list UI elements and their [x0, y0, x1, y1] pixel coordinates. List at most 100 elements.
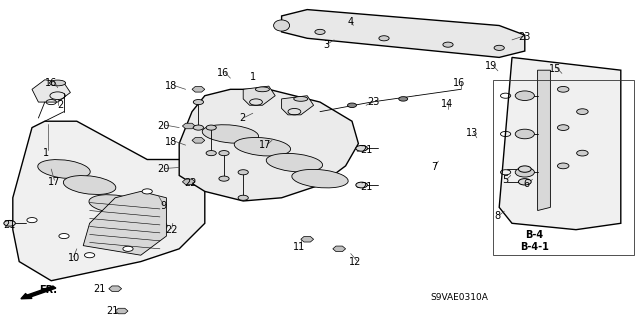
Text: 21: 21: [360, 145, 372, 155]
Text: 22: 22: [165, 225, 178, 235]
Circle shape: [206, 125, 216, 130]
Text: 20: 20: [157, 121, 170, 131]
Circle shape: [518, 179, 531, 185]
Circle shape: [238, 195, 248, 200]
Text: 19: 19: [485, 61, 498, 71]
Text: 23: 23: [367, 97, 380, 107]
Circle shape: [577, 109, 588, 115]
Text: 7: 7: [431, 161, 437, 172]
Circle shape: [348, 103, 356, 108]
Polygon shape: [192, 137, 205, 143]
Polygon shape: [333, 246, 346, 252]
Text: 16: 16: [45, 78, 58, 88]
Text: 12: 12: [349, 256, 362, 267]
Ellipse shape: [266, 153, 323, 172]
Text: 20: 20: [157, 164, 170, 174]
Circle shape: [219, 151, 229, 156]
Text: 1: 1: [250, 71, 256, 82]
Circle shape: [494, 45, 504, 50]
Ellipse shape: [274, 20, 290, 31]
Ellipse shape: [50, 80, 65, 86]
Text: 11: 11: [293, 242, 306, 252]
Circle shape: [238, 170, 248, 175]
Polygon shape: [243, 86, 275, 105]
Polygon shape: [179, 89, 358, 201]
Circle shape: [219, 176, 229, 181]
Text: 2: 2: [58, 100, 64, 110]
Text: 23: 23: [518, 32, 531, 42]
Ellipse shape: [292, 169, 348, 188]
Text: S9VAE0310A: S9VAE0310A: [431, 293, 488, 302]
Text: 6: 6: [523, 179, 529, 189]
Polygon shape: [32, 80, 70, 102]
FancyArrow shape: [21, 286, 56, 299]
Ellipse shape: [115, 214, 167, 233]
Ellipse shape: [294, 96, 308, 101]
Polygon shape: [109, 286, 122, 292]
Text: 9: 9: [160, 201, 166, 211]
Text: 4: 4: [348, 17, 354, 27]
Text: 16: 16: [216, 68, 229, 78]
Ellipse shape: [255, 87, 269, 92]
Polygon shape: [282, 96, 314, 115]
Text: 21: 21: [360, 182, 372, 192]
Circle shape: [356, 145, 367, 151]
Text: 3: 3: [323, 40, 330, 50]
Text: 21: 21: [93, 284, 106, 294]
Ellipse shape: [202, 125, 259, 143]
Text: 16: 16: [453, 78, 466, 88]
Circle shape: [315, 29, 325, 34]
Text: 13: 13: [466, 128, 479, 138]
Circle shape: [577, 150, 588, 156]
Text: 21: 21: [3, 220, 16, 230]
Circle shape: [399, 97, 408, 101]
Polygon shape: [301, 236, 314, 242]
Circle shape: [515, 167, 534, 177]
Circle shape: [206, 151, 216, 156]
Circle shape: [4, 220, 15, 226]
Polygon shape: [538, 70, 550, 211]
Circle shape: [59, 234, 69, 239]
Circle shape: [557, 86, 569, 92]
Polygon shape: [282, 10, 525, 57]
Polygon shape: [83, 191, 166, 255]
Circle shape: [518, 166, 531, 172]
Text: 10: 10: [67, 253, 80, 263]
Ellipse shape: [38, 160, 90, 179]
Text: 17: 17: [259, 140, 272, 150]
Text: 17: 17: [48, 177, 61, 187]
Text: 22: 22: [184, 178, 197, 189]
Circle shape: [356, 182, 367, 188]
Text: 8: 8: [495, 211, 501, 221]
Text: 21: 21: [106, 306, 118, 316]
Circle shape: [142, 189, 152, 194]
Text: 14: 14: [440, 99, 453, 109]
Polygon shape: [182, 179, 195, 185]
Ellipse shape: [89, 195, 141, 214]
Polygon shape: [115, 308, 128, 314]
Circle shape: [27, 218, 37, 223]
Circle shape: [123, 246, 133, 251]
Circle shape: [379, 36, 389, 41]
Ellipse shape: [234, 137, 291, 156]
Circle shape: [443, 42, 453, 47]
Polygon shape: [182, 123, 195, 129]
Text: 18: 18: [165, 137, 178, 147]
Polygon shape: [499, 57, 621, 230]
Circle shape: [557, 163, 569, 169]
Circle shape: [84, 253, 95, 258]
Text: 15: 15: [549, 63, 562, 74]
Text: 1: 1: [43, 148, 49, 158]
Text: FR.: FR.: [39, 285, 57, 295]
Circle shape: [193, 125, 204, 130]
Polygon shape: [13, 121, 205, 281]
Polygon shape: [192, 86, 205, 92]
Circle shape: [193, 100, 204, 105]
Text: B-4-1: B-4-1: [520, 242, 549, 252]
Text: B-4: B-4: [525, 230, 543, 241]
Text: 2: 2: [239, 113, 245, 123]
Circle shape: [515, 91, 534, 100]
Ellipse shape: [63, 175, 116, 195]
Text: 18: 18: [165, 81, 178, 91]
Circle shape: [557, 125, 569, 130]
